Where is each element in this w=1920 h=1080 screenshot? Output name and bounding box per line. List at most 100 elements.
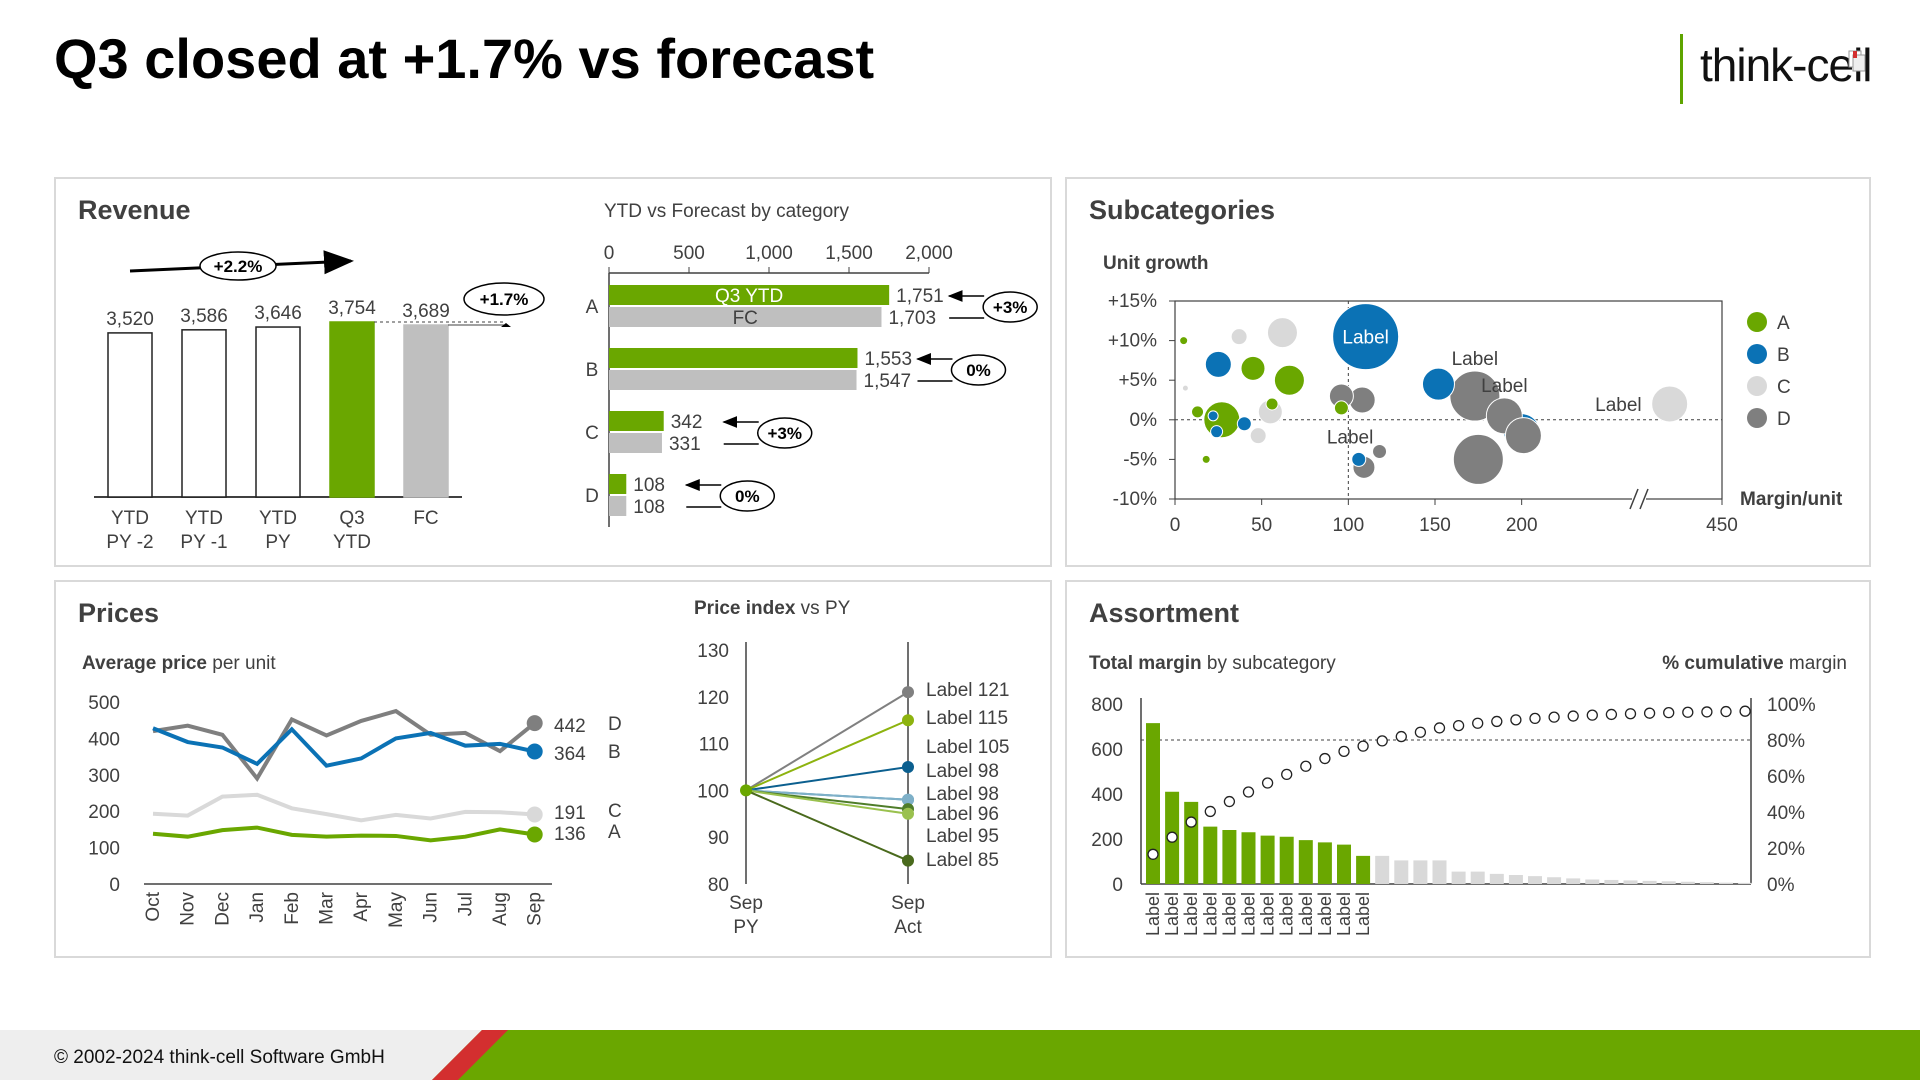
revenue-category-label: Q3 <box>339 508 364 529</box>
subcategories-ytick: -10% <box>1113 489 1157 510</box>
revenue-value-label: 3,754 <box>328 298 376 319</box>
assortment-bar <box>1413 860 1428 884</box>
subcategories-bubble-A <box>1333 400 1349 416</box>
subcategories-bubble-label: Label <box>1595 395 1642 416</box>
assortment-ytick: 600 <box>1091 740 1123 761</box>
price-index-end-marker <box>902 686 914 699</box>
ytd-forecast-value-q3: 1,553 <box>864 349 912 370</box>
assortment-cumulative-marker <box>1701 706 1713 718</box>
assortment-bar <box>1470 871 1485 884</box>
revenue-category-label: PY <box>265 532 291 553</box>
assortment-bar <box>1432 860 1447 884</box>
subcategories-panel: Subcategories Unit growth +15% +10% +5% 0% -5… <box>1065 177 1871 567</box>
price-index-xtick: PY <box>733 917 759 938</box>
assortment-cumulative-marker <box>1682 706 1694 718</box>
assortment-ytick: 0 <box>1112 875 1123 896</box>
price-index-line <box>745 789 909 801</box>
footer-copyright: © 2002-2024 think-cell Software GmbH <box>54 1047 385 1068</box>
subcategories-bubble-C <box>1266 317 1298 349</box>
assortment-ytick: 400 <box>1091 785 1123 806</box>
ytd-forecast-bar-q3 <box>609 285 890 305</box>
ytd-forecast-value-fc: 1,703 <box>888 308 936 329</box>
average-price-ytick: 300 <box>88 766 120 787</box>
subcategories-legend-marker-B <box>1747 344 1767 364</box>
subcategories-bubble-C <box>1230 328 1248 346</box>
average-price-xtick: Aug <box>490 892 511 926</box>
assortment-bar <box>1547 877 1562 884</box>
average-price-xtick: Jul <box>455 892 476 916</box>
assortment-bar <box>1317 842 1332 884</box>
assortment-ytick: 200 <box>1091 830 1123 851</box>
assortment-category-label: Label <box>1219 892 1239 936</box>
revenue-category-label: YTD <box>259 508 297 529</box>
price-index-series-label: Label 85 <box>926 850 999 871</box>
price-index-series-label: Label 95 <box>926 826 999 847</box>
assortment-y2tick: 40% <box>1767 803 1805 824</box>
average-price-xtick: Jun <box>421 892 442 923</box>
subcategories-ytick: +10% <box>1108 331 1157 352</box>
assortment-cumulative-marker <box>1376 735 1388 747</box>
subcategories-ytick: 0% <box>1130 410 1158 431</box>
subcategories-bubble-B <box>1210 425 1224 439</box>
price-index-xtick: Act <box>894 917 922 938</box>
revenue-category-label: YTD <box>333 532 371 553</box>
assortment-category-label: Label <box>1200 892 1220 936</box>
subcategories-ytick: +5% <box>1118 370 1157 391</box>
assortment-cumulative-marker <box>1663 706 1675 719</box>
price-index-line <box>745 719 909 792</box>
assortment-right-title: % cumulative margin <box>1662 653 1847 674</box>
assortment-cumulative-marker <box>1720 705 1732 718</box>
assortment-bar <box>1508 875 1523 884</box>
assortment-bar <box>1356 855 1371 884</box>
average-price-xtick: Jan <box>247 892 268 923</box>
assortment-cumulative-marker <box>1586 709 1598 721</box>
assortment-bar <box>1585 879 1600 884</box>
subcategories-bubble-B <box>1204 350 1232 378</box>
assortment-cumulative-marker <box>1223 795 1236 808</box>
assortment-bar <box>1375 855 1390 884</box>
assortment-title: Assortment <box>1089 598 1240 628</box>
assortment-bar <box>1719 882 1733 884</box>
assortment-y2tick: 60% <box>1767 767 1805 788</box>
ytd-forecast-category: C <box>585 423 599 444</box>
footer-green-band <box>432 1030 1920 1080</box>
price-index-end-marker <box>902 714 914 727</box>
assortment-category-label: Label <box>1277 892 1297 936</box>
ytd-forecast-bar-q3 <box>609 348 858 368</box>
revenue-category-label: YTD <box>111 508 149 529</box>
average-price-xtick: Nov <box>178 892 199 926</box>
average-price-ytick: 500 <box>88 693 120 714</box>
revenue-diff-arrowhead <box>501 323 511 328</box>
subcategories-frame <box>1174 300 1723 500</box>
subcategories-bubble-A <box>1191 405 1205 419</box>
revenue-category-label: FC <box>413 508 438 529</box>
ytd-forecast-series-label: FC <box>733 308 758 329</box>
subcategories-xtick: 150 <box>1419 515 1451 536</box>
ytd-forecast-bar-fc <box>609 496 627 516</box>
assortment-ytick: 800 <box>1091 695 1123 716</box>
assortment-cumulative-marker <box>1319 752 1331 765</box>
subcategories-bubble-B <box>1332 303 1400 371</box>
revenue-cagr-bubble <box>199 251 277 281</box>
ytd-forecast-bar-q3 <box>609 411 664 431</box>
assortment-cumulative-marker <box>1338 745 1350 757</box>
price-index-end-marker <box>902 807 914 820</box>
revenue-chart: 3,520 YTD PY -2 3,586 YTD PY -1 3,646 YTD PY 3,75… <box>94 201 1038 553</box>
price-index-xtick: Sep <box>891 893 925 914</box>
assortment-y2tick: 80% <box>1767 731 1805 752</box>
assortment-cumulative-marker <box>1510 714 1522 726</box>
subcategories-bubble-D <box>1504 417 1542 455</box>
ytd-forecast-diff-label: 0% <box>966 361 991 380</box>
average-price-series-name: C <box>608 801 622 822</box>
subcategories-bubble-D <box>1452 433 1504 485</box>
assortment-category-label: Label <box>1353 892 1373 936</box>
subcategories-break-mark <box>1629 488 1639 510</box>
assortment-panel: Assortment Total margin by subcategory % … <box>1065 580 1871 958</box>
revenue-cagr-label: +2.2% <box>214 257 263 276</box>
average-price-xtick: Feb <box>282 892 303 925</box>
average-price-xtick: Dec <box>212 892 233 926</box>
ytd-forecast-title: YTD vs Forecast by category <box>604 201 849 222</box>
ytd-forecast-bar-fc <box>609 433 662 453</box>
subcategories-xtick: 50 <box>1251 515 1272 536</box>
assortment-bar <box>1642 880 1657 884</box>
